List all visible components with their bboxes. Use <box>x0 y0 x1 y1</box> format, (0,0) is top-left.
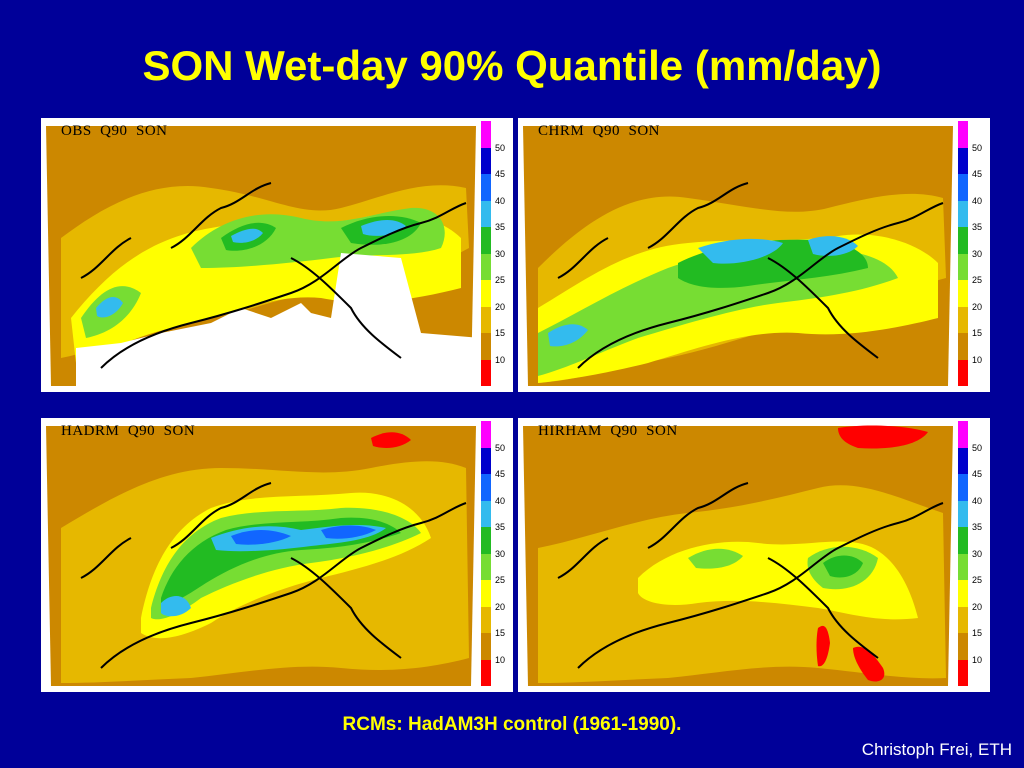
map-panel-obs: OBS Q90 SON 50 45 40 35 30 25 20 15 10 <box>41 118 513 392</box>
colorbar-swatch <box>481 227 491 254</box>
colorbar: 50 45 40 35 30 25 20 15 10 <box>481 421 511 688</box>
slide-title: SON Wet-day 90% Quantile (mm/day) <box>142 42 882 89</box>
colorbar-tick-label: 35 <box>495 522 506 532</box>
colorbar: 50 45 40 35 30 25 20 15 10 <box>958 421 988 688</box>
colorbar-tick-label: 45 <box>972 469 983 479</box>
panel-label: CHRM Q90 SON <box>538 123 661 139</box>
colorbar-swatch <box>958 633 968 660</box>
colorbar-tick-label: 45 <box>972 169 983 179</box>
author-credit: Christoph Frei, ETH <box>861 740 1012 759</box>
colorbar-swatch <box>958 421 968 448</box>
colorbar-swatch <box>481 527 491 554</box>
colorbar-swatch <box>958 553 968 580</box>
colorbar-tick-label: 50 <box>972 442 983 453</box>
colorbar-swatch <box>958 580 968 607</box>
colorbar-swatch <box>481 333 491 360</box>
colorbar-swatch <box>481 659 491 686</box>
colorbar-tick-label: 25 <box>972 275 983 285</box>
precip-map-hirham <box>523 425 953 686</box>
colorbar-tick-label: 20 <box>972 301 983 312</box>
colorbar-tick-label: 15 <box>495 628 506 638</box>
colorbar-tick-label: 20 <box>495 301 506 312</box>
colorbar-swatch <box>958 174 968 201</box>
colorbar-swatch <box>481 147 491 174</box>
colorbar-tick-label: 35 <box>972 522 983 532</box>
colorbar-tick-label: 15 <box>495 328 506 338</box>
panel-label: OBS Q90 SON <box>61 123 168 139</box>
colorbar-swatch <box>481 421 491 448</box>
panel-label: HADRM Q90 SON <box>61 423 196 439</box>
colorbar-tick-label: 10 <box>495 654 506 665</box>
colorbar-tick-label: 40 <box>972 495 983 506</box>
colorbar-swatch <box>958 474 968 501</box>
colorbar: 50 45 40 35 30 25 20 15 10 <box>481 121 511 388</box>
precip-map-hadrm <box>46 426 476 686</box>
colorbar-swatch <box>958 121 968 148</box>
colorbar-swatch <box>958 147 968 174</box>
colorbar: 50 45 40 35 30 25 20 15 10 <box>958 121 988 388</box>
colorbar-tick-label: 25 <box>495 575 506 585</box>
colorbar-tick-label: 45 <box>495 169 506 179</box>
colorbar-tick-label: 30 <box>972 548 983 559</box>
colorbar-swatch <box>481 447 491 474</box>
colorbar-swatch <box>958 253 968 280</box>
colorbar-tick-label: 15 <box>972 328 983 338</box>
colorbar-swatch <box>958 227 968 254</box>
colorbar-tick-label: 35 <box>495 222 506 232</box>
colorbar-swatch <box>958 659 968 686</box>
colorbar-swatch <box>481 474 491 501</box>
map-panel-chrm: CHRM Q90 SON 50 45 40 35 30 25 20 15 10 <box>518 118 990 392</box>
colorbar-tick-label: 25 <box>495 275 506 285</box>
colorbar-tick-label: 20 <box>972 601 983 612</box>
colorbar-swatch <box>481 606 491 633</box>
colorbar-tick-label: 30 <box>495 548 506 559</box>
colorbar-tick-label: 40 <box>972 195 983 206</box>
colorbar-tick-label: 35 <box>972 222 983 232</box>
map-panel-hadrm: HADRM Q90 SON 50 45 40 35 30 25 20 15 10 <box>41 418 513 692</box>
colorbar-swatch <box>958 200 968 227</box>
footer-caption: RCMs: HadAM3H control (1961-1990). <box>342 714 682 735</box>
colorbar-tick-label: 50 <box>495 142 506 153</box>
colorbar-swatch <box>481 253 491 280</box>
colorbar-swatch <box>958 527 968 554</box>
colorbar-swatch <box>958 333 968 360</box>
colorbar-swatch <box>481 121 491 148</box>
colorbar-tick-label: 45 <box>495 469 506 479</box>
colorbar-tick-label: 30 <box>495 248 506 259</box>
map-panel-hirham: HIRHAM Q90 SON 50 45 40 35 30 25 20 15 10 <box>518 418 990 692</box>
colorbar-swatch <box>958 359 968 386</box>
colorbar-tick-label: 15 <box>972 628 983 638</box>
colorbar-swatch <box>481 633 491 660</box>
colorbar-tick-label: 50 <box>495 442 506 453</box>
colorbar-swatch <box>481 500 491 527</box>
colorbar-swatch <box>958 606 968 633</box>
colorbar-swatch <box>481 580 491 607</box>
precip-map-chrm <box>523 126 953 386</box>
colorbar-tick-label: 25 <box>972 575 983 585</box>
colorbar-tick-label: 40 <box>495 495 506 506</box>
colorbar-tick-label: 40 <box>495 195 506 206</box>
colorbar-swatch <box>958 280 968 307</box>
colorbar-tick-label: 10 <box>972 654 983 665</box>
colorbar-swatch <box>481 306 491 333</box>
colorbar-swatch <box>481 359 491 386</box>
colorbar-swatch <box>481 280 491 307</box>
panel-label: HIRHAM Q90 SON <box>538 423 678 439</box>
colorbar-swatch <box>958 500 968 527</box>
colorbar-tick-label: 10 <box>495 354 506 365</box>
colorbar-tick-label: 20 <box>495 601 506 612</box>
colorbar-swatch <box>958 306 968 333</box>
colorbar-swatch <box>481 553 491 580</box>
colorbar-swatch <box>481 200 491 227</box>
colorbar-tick-label: 50 <box>972 142 983 153</box>
colorbar-tick-label: 10 <box>972 354 983 365</box>
colorbar-tick-label: 30 <box>972 248 983 259</box>
colorbar-swatch <box>481 174 491 201</box>
colorbar-swatch <box>958 447 968 474</box>
precip-map-obs <box>46 126 481 386</box>
